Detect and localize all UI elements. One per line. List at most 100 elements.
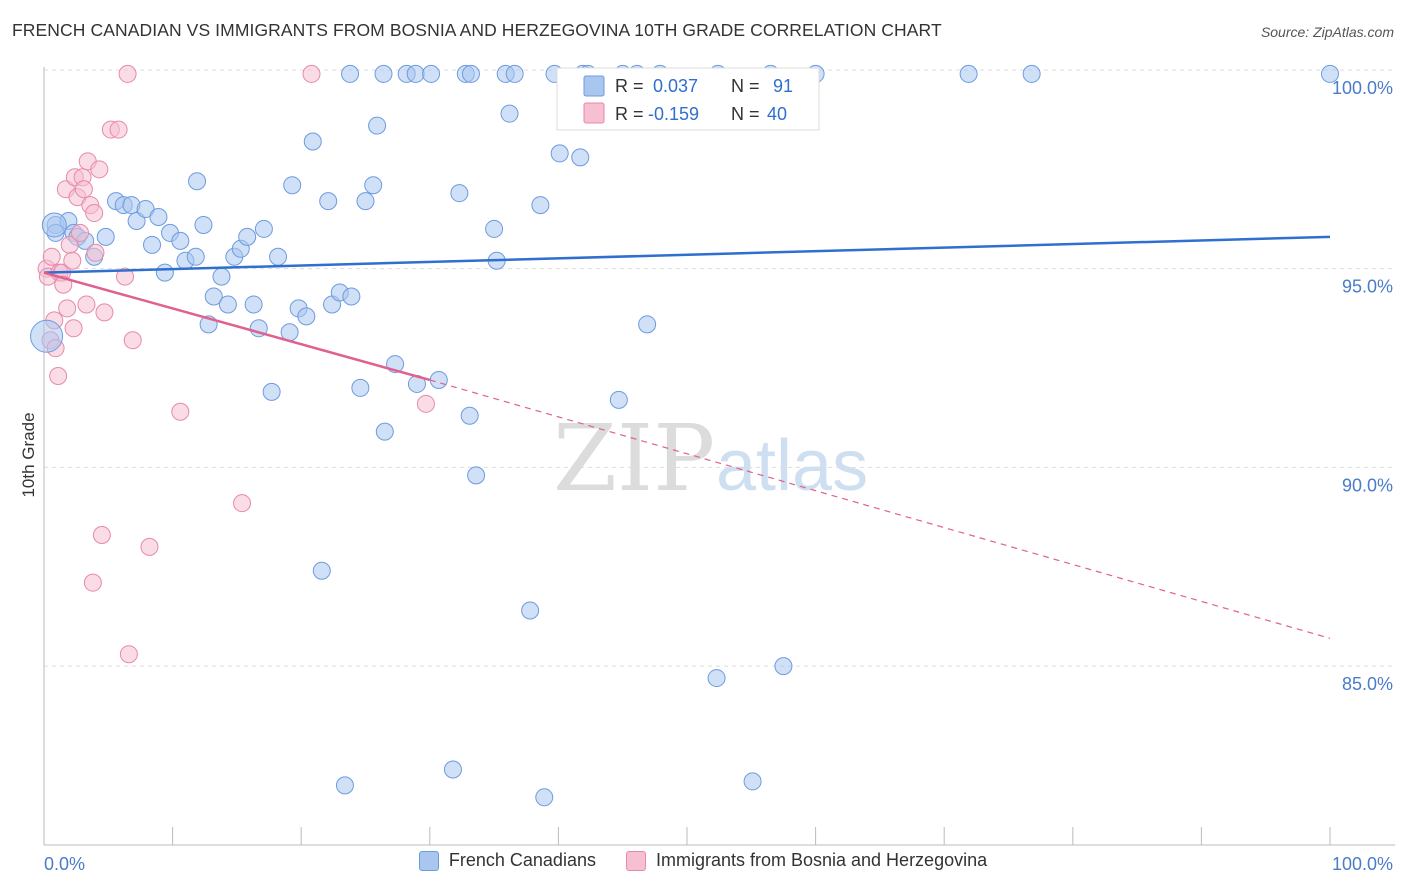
point-french-canadian xyxy=(485,219,504,238)
stats-legend: R = 0.037 N = 91 R = -0.159 N = 40 xyxy=(556,67,820,131)
point-french-canadian xyxy=(521,601,540,620)
y-tick-label: 100.0% xyxy=(1332,78,1393,98)
point-french-canadian xyxy=(743,772,762,791)
legend-swatch-pink xyxy=(625,850,646,871)
point-french-canadian xyxy=(244,295,263,314)
point-french-canadian xyxy=(149,208,168,227)
trend-line-bosnia xyxy=(43,271,431,382)
point-french-canadian xyxy=(136,200,155,219)
stats-n-label-pink: N = xyxy=(731,104,760,124)
watermark-atlas: atlas xyxy=(716,426,868,506)
point-bosnia xyxy=(63,251,82,270)
point-bosnia xyxy=(171,402,190,421)
legend-item-bosnia: Immigrants from Bosnia and Herzegovina xyxy=(625,850,987,871)
point-bosnia xyxy=(83,573,102,592)
trend-line-bosnia-extrapolated xyxy=(429,379,1331,639)
point-bosnia xyxy=(74,180,93,199)
y-axis-title: 10th Grade xyxy=(19,412,38,497)
point-french-canadian xyxy=(283,176,302,195)
point-french-canadian xyxy=(609,390,628,409)
point-bosnia xyxy=(119,645,138,664)
point-bosnia xyxy=(118,64,137,83)
legend-label-french-canadians: French Canadians xyxy=(448,850,596,870)
point-bosnia xyxy=(86,243,105,262)
point-french-canadian xyxy=(429,370,448,389)
point-french-canadian xyxy=(30,319,64,353)
point-bosnia xyxy=(416,394,435,413)
series-legend: French Canadians Immigrants from Bosnia … xyxy=(0,850,1406,871)
point-french-canadian xyxy=(774,657,793,676)
stats-n-label-blue: N = xyxy=(731,76,760,96)
trend-line-french-canadians xyxy=(43,235,1331,274)
stats-n-value-blue: 91 xyxy=(773,76,793,96)
legend-item-french-canadians: French Canadians xyxy=(418,850,596,871)
point-french-canadian xyxy=(422,64,441,83)
x-tick-labels: 0.0% 100.0% xyxy=(44,854,1393,874)
point-french-canadian xyxy=(194,215,213,234)
point-bosnia xyxy=(233,494,252,513)
y-tick-label: 90.0% xyxy=(1342,475,1393,495)
point-french-canadian xyxy=(467,466,486,485)
point-french-canadian xyxy=(186,247,205,266)
point-french-canadian xyxy=(1022,64,1041,83)
point-french-canadian xyxy=(262,382,281,401)
point-french-canadian xyxy=(155,263,174,282)
point-french-canadian xyxy=(212,267,231,286)
point-bosnia xyxy=(140,537,159,556)
point-french-canadian xyxy=(143,235,162,254)
point-bosnia xyxy=(71,223,90,242)
point-french-canadian xyxy=(443,760,462,779)
point-bosnia xyxy=(302,64,321,83)
watermark: ZIP atlas xyxy=(553,405,868,512)
point-french-canadian xyxy=(500,104,519,123)
point-french-canadian xyxy=(319,192,338,211)
point-french-canadian xyxy=(368,116,387,135)
point-french-canadian xyxy=(41,212,67,238)
point-french-canadian xyxy=(356,192,375,211)
stats-n-value-pink: 40 xyxy=(767,104,787,124)
point-french-canadian xyxy=(238,227,257,246)
point-french-canadian xyxy=(531,196,550,215)
point-french-canadian xyxy=(1321,64,1339,83)
point-bosnia xyxy=(90,160,109,179)
watermark-zip: ZIP xyxy=(553,405,715,512)
point-bosnia xyxy=(42,247,61,266)
point-bosnia xyxy=(64,319,83,338)
point-french-canadian xyxy=(127,211,146,230)
point-french-canadian xyxy=(707,669,726,688)
point-french-canadian xyxy=(335,776,354,795)
point-french-canadian xyxy=(171,231,190,250)
stats-swatch-pink xyxy=(583,102,605,124)
point-french-canadian xyxy=(571,148,590,167)
stats-r-label-pink: R = xyxy=(615,104,644,124)
gridlines xyxy=(44,69,1395,667)
point-french-canadian xyxy=(959,64,978,83)
point-french-canadian xyxy=(297,307,316,326)
point-bosnia xyxy=(58,299,77,318)
point-french-canadian xyxy=(204,287,223,306)
source-label: Source: ZipAtlas.com xyxy=(1260,24,1394,40)
point-french-canadian xyxy=(550,144,569,163)
point-bosnia xyxy=(85,204,104,223)
point-french-canadian xyxy=(96,227,115,246)
point-french-canadian xyxy=(375,422,394,441)
axes xyxy=(43,67,1395,846)
point-french-canadian xyxy=(406,64,425,83)
point-french-canadian xyxy=(460,406,479,425)
y-tick-label: 95.0% xyxy=(1342,277,1393,297)
stats-r-value-blue: 0.037 xyxy=(653,76,698,96)
point-french-canadian xyxy=(638,315,657,334)
point-french-canadian xyxy=(450,184,469,203)
point-french-canadian xyxy=(218,295,237,314)
point-bosnia xyxy=(95,303,114,322)
point-french-canadian xyxy=(341,64,360,83)
point-french-canadian xyxy=(505,64,524,83)
point-bosnia xyxy=(109,120,128,139)
point-french-canadian xyxy=(461,64,480,83)
stats-r-value-pink: -0.159 xyxy=(648,104,699,124)
trend-lines xyxy=(43,235,1331,639)
stats-swatch-blue xyxy=(583,75,605,97)
point-french-canadian xyxy=(364,176,383,195)
point-french-canadian xyxy=(303,132,322,151)
